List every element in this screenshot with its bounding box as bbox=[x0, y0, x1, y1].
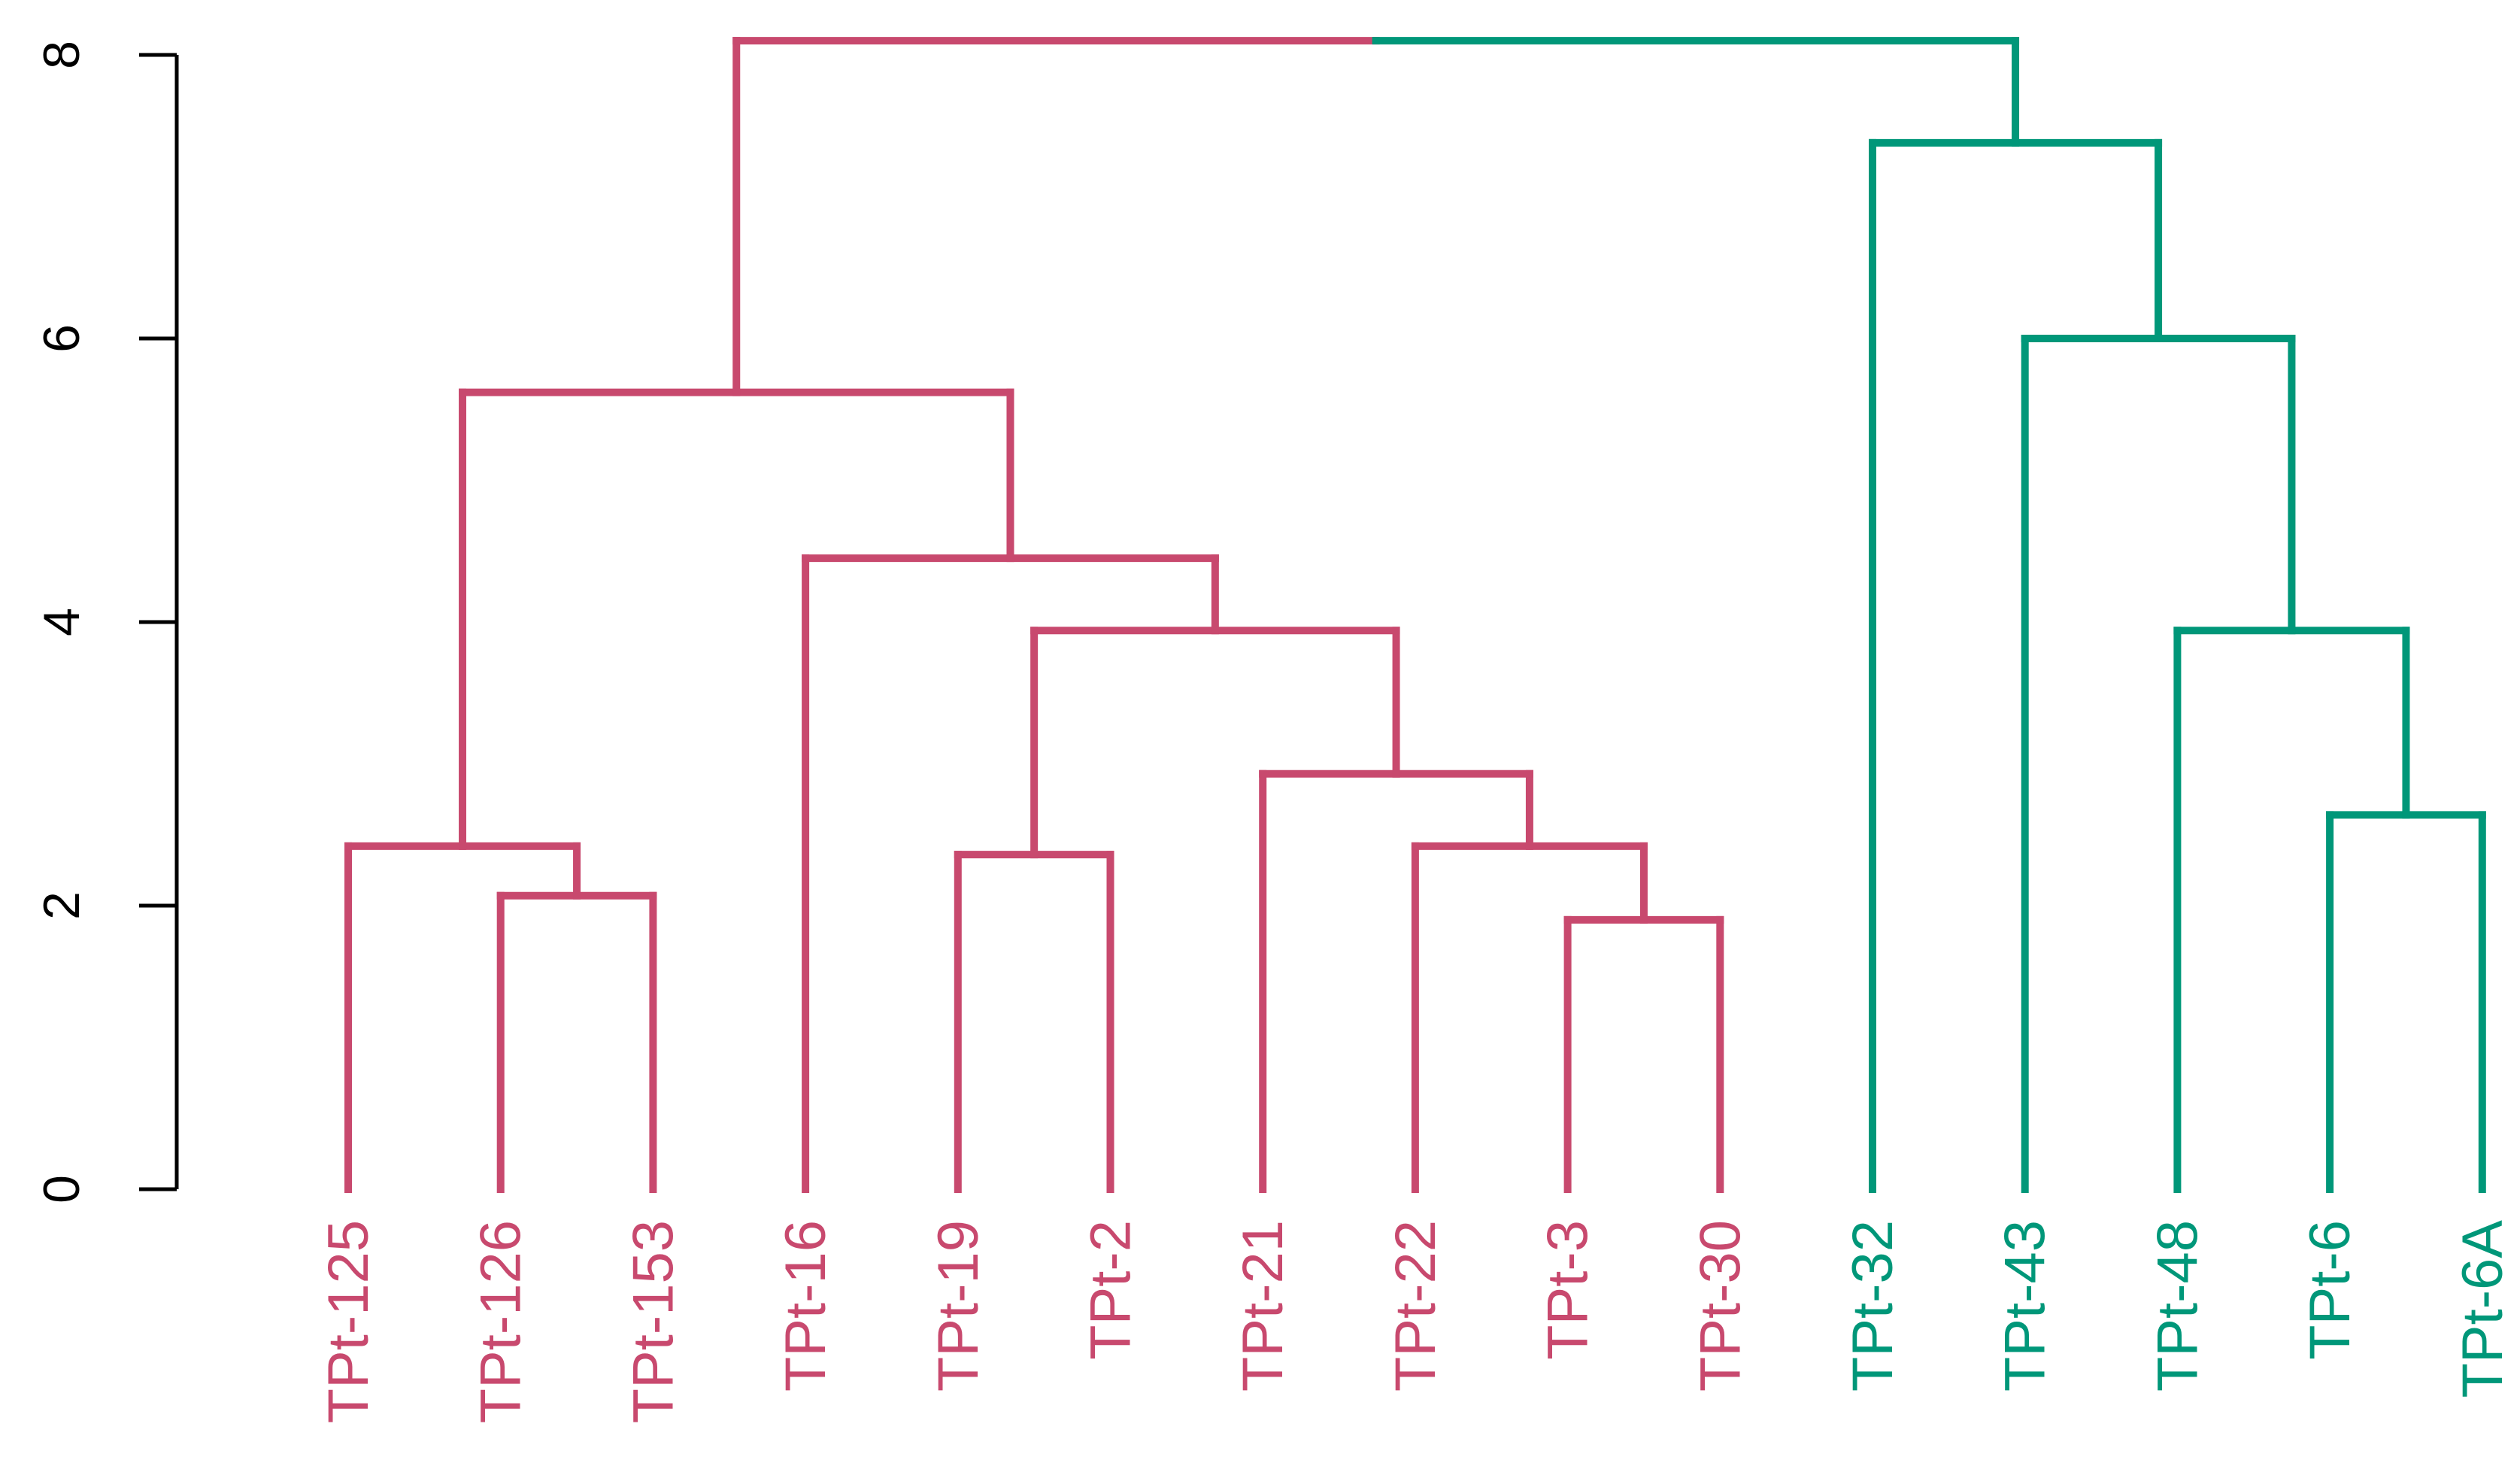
leaf-label: TPt-19 bbox=[926, 1220, 990, 1392]
leaf-label: TPt-2 bbox=[1079, 1220, 1143, 1360]
leaf-labels: TPt-125 TPt-126 TPt-153 TPt-16 TPt-19 TPt-2 TP… bbox=[317, 1220, 2515, 1424]
leaf-label: TPt-126 bbox=[469, 1220, 533, 1423]
y-tick-label: 0 bbox=[33, 1175, 90, 1204]
y-tick-label: 8 bbox=[33, 41, 90, 69]
leaf-label: TPt-22 bbox=[1384, 1220, 1448, 1392]
leaf-label: TPt-30 bbox=[1688, 1220, 1752, 1392]
leaf-label: TPt-6A bbox=[2451, 1220, 2515, 1398]
leaf-label: TPt-125 bbox=[317, 1220, 381, 1423]
leaf-label: TPt-43 bbox=[1994, 1220, 2058, 1392]
y-tick-label: 2 bbox=[33, 891, 90, 920]
leaf-label: TPt-21 bbox=[1231, 1220, 1295, 1392]
y-axis: 0 2 4 6 8 bbox=[33, 41, 179, 1204]
dendrogram-tree bbox=[344, 37, 2486, 1193]
leaf-label: TPt-16 bbox=[774, 1220, 838, 1392]
leaf-label: TPt-32 bbox=[1841, 1220, 1905, 1392]
leaf-label: TPt-6 bbox=[2298, 1220, 2362, 1360]
leaf-label: TPt-153 bbox=[621, 1220, 685, 1423]
leaf-label: TPt-3 bbox=[1536, 1220, 1600, 1360]
leaf-label: TPt-48 bbox=[2145, 1220, 2209, 1392]
y-tick-label: 4 bbox=[33, 608, 90, 636]
y-tick-label: 6 bbox=[33, 324, 90, 353]
